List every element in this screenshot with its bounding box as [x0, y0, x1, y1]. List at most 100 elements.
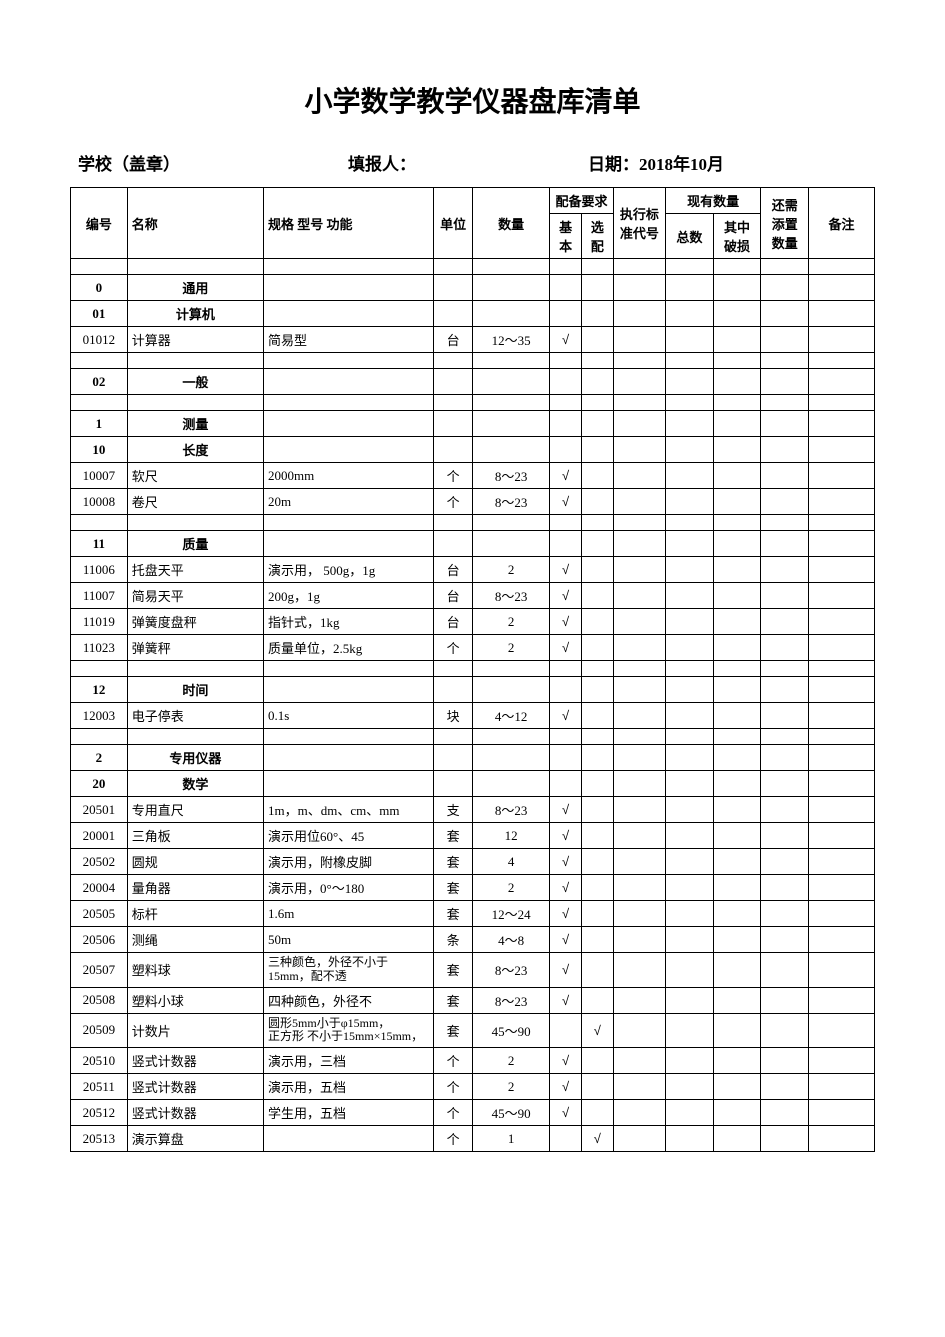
blank-cell: [761, 661, 809, 677]
cell-id: 20506: [71, 927, 128, 953]
blank-cell: [550, 353, 582, 369]
cell-qty: 2: [472, 1048, 549, 1074]
blank-cell: [761, 259, 809, 275]
table-row: 20501专用直尺1m，m、dm、cm、mm支8～23√: [71, 797, 875, 823]
blank-cell: [665, 661, 713, 677]
cell-total: [665, 463, 713, 489]
cell-std: [613, 557, 665, 583]
cell-need: [761, 797, 809, 823]
section-id: 20: [71, 771, 128, 797]
cell-broken: [713, 1013, 761, 1048]
table-row: 20505标杆1.6m套12～24√: [71, 901, 875, 927]
cell-remark: [809, 557, 875, 583]
cell-spec: 0.1s: [264, 703, 434, 729]
table-row: 10长度: [71, 437, 875, 463]
cell: [472, 369, 549, 395]
cell: [665, 369, 713, 395]
cell-qty: 4～8: [472, 927, 549, 953]
cell-optional: [581, 1100, 613, 1126]
cell-optional: [581, 1074, 613, 1100]
blank-cell: [809, 515, 875, 531]
section-id: 2: [71, 745, 128, 771]
cell: [550, 745, 582, 771]
header-std: 执行标准代号: [613, 188, 665, 259]
cell: [472, 275, 549, 301]
cell-qty: 2: [472, 1074, 549, 1100]
cell-unit: 套: [434, 849, 473, 875]
cell: [264, 745, 434, 771]
cell-name: 塑料球: [127, 953, 263, 988]
cell-id: 20501: [71, 797, 128, 823]
cell-qty: 2: [472, 635, 549, 661]
section-name: 计算机: [127, 301, 263, 327]
cell-need: [761, 1074, 809, 1100]
cell-optional: [581, 1048, 613, 1074]
cell-spec: 三种颜色，外径不小于15mm，配不透: [264, 953, 434, 988]
table-row: 12时间: [71, 677, 875, 703]
cell-need: [761, 927, 809, 953]
cell: [713, 369, 761, 395]
cell-remark: [809, 489, 875, 515]
table-row: 2专用仪器: [71, 745, 875, 771]
blank-cell: [264, 515, 434, 531]
cell-id: 11006: [71, 557, 128, 583]
cell: [434, 531, 473, 557]
cell-broken: [713, 557, 761, 583]
cell-spec: 1m，m、dm、cm、mm: [264, 797, 434, 823]
cell-need: [761, 635, 809, 661]
blank-cell: [434, 395, 473, 411]
blank-cell: [613, 729, 665, 745]
cell-std: [613, 489, 665, 515]
blank-cell: [264, 353, 434, 369]
blank-cell: [550, 661, 582, 677]
cell-basic: √: [550, 635, 582, 661]
cell: [809, 745, 875, 771]
cell: [613, 275, 665, 301]
cell: [550, 275, 582, 301]
cell-spec: 演示用，附橡皮脚: [264, 849, 434, 875]
cell: [809, 531, 875, 557]
header-req: 配备要求: [550, 188, 614, 214]
table-row: [71, 395, 875, 411]
cell: [264, 369, 434, 395]
cell: [581, 531, 613, 557]
blank-cell: [809, 353, 875, 369]
cell-optional: [581, 849, 613, 875]
cell-qty: 45～90: [472, 1013, 549, 1048]
blank-cell: [127, 395, 263, 411]
cell-remark: [809, 927, 875, 953]
cell-need: [761, 1048, 809, 1074]
cell-unit: 套: [434, 875, 473, 901]
blank-cell: [713, 353, 761, 369]
cell: [809, 275, 875, 301]
header-exist: 现有数量: [665, 188, 760, 214]
cell: [550, 677, 582, 703]
cell: [665, 275, 713, 301]
table-header: 编号 名称 规格 型号 功能 单位 数量 配备要求 执行标准代号 现有数量 还需…: [71, 188, 875, 259]
blank-cell: [550, 259, 582, 275]
blank-cell: [665, 395, 713, 411]
cell: [761, 437, 809, 463]
cell-remark: [809, 1074, 875, 1100]
blank-cell: [472, 661, 549, 677]
cell-remark: [809, 609, 875, 635]
blank-cell: [434, 259, 473, 275]
cell-basic: √: [550, 1048, 582, 1074]
blank-cell: [613, 259, 665, 275]
cell-remark: [809, 823, 875, 849]
header-unit: 单位: [434, 188, 473, 259]
cell-remark: [809, 463, 875, 489]
cell-qty: 8～23: [472, 953, 549, 988]
cell-optional: [581, 953, 613, 988]
cell: [761, 771, 809, 797]
blank-cell: [264, 729, 434, 745]
cell: [581, 771, 613, 797]
cell-std: [613, 1074, 665, 1100]
cell-id: 20508: [71, 987, 128, 1013]
cell: [613, 301, 665, 327]
cell: [665, 677, 713, 703]
table-row: 20数学: [71, 771, 875, 797]
cell-optional: [581, 823, 613, 849]
section-name: 专用仪器: [127, 745, 263, 771]
cell-id: 20509: [71, 1013, 128, 1048]
